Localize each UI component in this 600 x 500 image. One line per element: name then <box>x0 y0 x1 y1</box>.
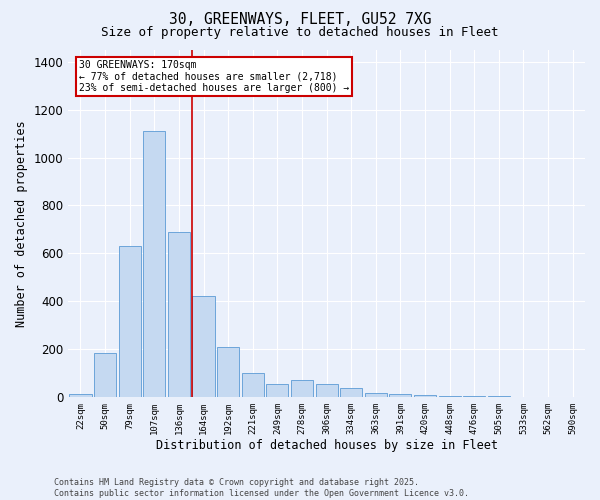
Bar <box>119 246 141 397</box>
Bar <box>316 384 338 397</box>
Text: 30 GREENWAYS: 170sqm
← 77% of detached houses are smaller (2,718)
23% of semi-de: 30 GREENWAYS: 170sqm ← 77% of detached h… <box>79 60 349 93</box>
Bar <box>266 384 289 397</box>
Bar <box>94 352 116 397</box>
Bar <box>389 394 412 397</box>
Bar <box>168 232 190 397</box>
Y-axis label: Number of detached properties: Number of detached properties <box>15 120 28 326</box>
Bar <box>414 395 436 397</box>
Bar <box>193 296 215 397</box>
X-axis label: Distribution of detached houses by size in Fleet: Distribution of detached houses by size … <box>155 440 497 452</box>
Text: 30, GREENWAYS, FLEET, GU52 7XG: 30, GREENWAYS, FLEET, GU52 7XG <box>169 12 431 28</box>
Bar <box>242 373 264 397</box>
Bar <box>463 396 485 397</box>
Text: Contains HM Land Registry data © Crown copyright and database right 2025.
Contai: Contains HM Land Registry data © Crown c… <box>54 478 469 498</box>
Bar <box>340 388 362 397</box>
Bar <box>217 346 239 397</box>
Bar <box>70 394 92 397</box>
Bar <box>143 132 166 397</box>
Bar <box>365 392 387 397</box>
Text: Size of property relative to detached houses in Fleet: Size of property relative to detached ho… <box>101 26 499 39</box>
Bar <box>439 396 461 397</box>
Bar <box>291 380 313 397</box>
